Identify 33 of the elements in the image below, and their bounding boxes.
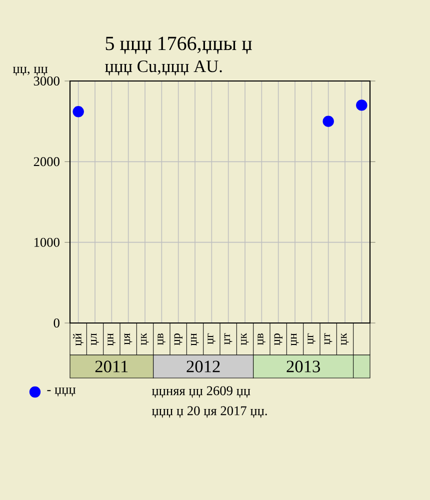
x-tick-label: џн (191, 333, 199, 346)
x-tick-label: џн (108, 333, 116, 346)
x-tick-label: џв (258, 333, 266, 345)
x-tick-label: џй (73, 333, 84, 346)
text: 2013 (286, 360, 320, 372)
x-tick-label: џя (124, 333, 132, 345)
x-tick-label: џт (224, 333, 232, 344)
x-tick-label: џн (291, 333, 299, 346)
text: џџняя џџ 2609 џџ (152, 386, 250, 398)
x-tick-label: џк (341, 333, 349, 346)
chart-title: 5 џџџ 1766,џџы џ (106, 36, 252, 54)
x-tick-label: џк (141, 333, 149, 346)
x-tick-label: џв (158, 333, 166, 345)
text: џџџ џ 20 џя 2017 џџ. (152, 406, 267, 418)
y-tick-label: 1000 (34, 238, 60, 247)
x-tick-label: џл (91, 333, 99, 346)
x-tick-label: џг (208, 333, 216, 344)
text: 2012 (186, 360, 220, 372)
y-axis-title: џџ, џџ (12, 66, 48, 76)
x-tick-label: џр (174, 334, 182, 346)
x-tick-label: џг (308, 333, 316, 344)
chart-subtitle: џџџ Cu,џџџ AU. (105, 60, 222, 76)
point (356, 100, 368, 111)
y-tick-label: 2000 (34, 157, 60, 166)
x-tick-label: џр (274, 334, 282, 346)
legend-label: - џџџ (47, 388, 76, 396)
y-tick-label: 0 (54, 318, 60, 328)
text: 2011 (95, 360, 128, 372)
point (322, 116, 334, 127)
point (72, 106, 84, 118)
x-tick-label: џк (241, 333, 249, 346)
x-tick-label: џт (324, 333, 332, 344)
y-tick-label: 3000 (34, 76, 60, 86)
